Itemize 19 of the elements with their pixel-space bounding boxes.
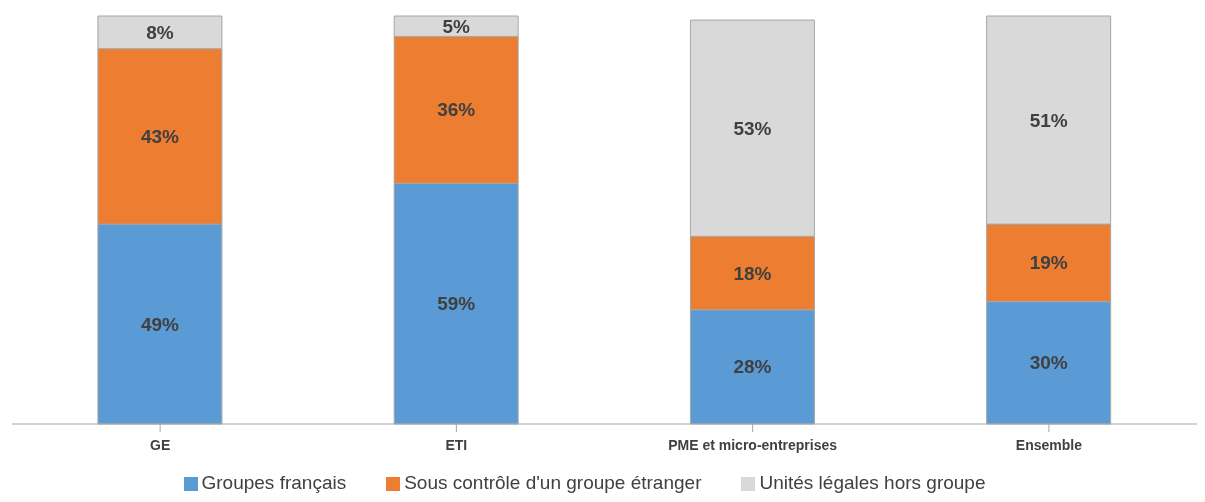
data-label: 59%: [437, 293, 476, 315]
data-label: 51%: [1029, 109, 1068, 131]
data-label: 53%: [733, 117, 772, 139]
data-label: 36%: [437, 99, 476, 121]
data-label: 8%: [146, 21, 174, 43]
legend-label: Groupes français: [201, 472, 347, 493]
x-tick-label: Ensemble: [1015, 436, 1083, 453]
data-label: 30%: [1029, 352, 1068, 374]
x-tick-label: ETI: [445, 436, 468, 453]
data-label: 43%: [140, 125, 180, 147]
x-tick-label: PME et micro-entreprises: [668, 436, 838, 453]
x-tick-label: GE: [150, 436, 171, 453]
data-label: 19%: [1029, 252, 1068, 274]
legend-label: Sous contrôle d'un groupe étranger: [404, 472, 702, 493]
data-label: 5%: [442, 15, 470, 37]
legend-label: Unités légales hors groupe: [759, 472, 986, 493]
data-label: 28%: [733, 356, 772, 378]
data-label: 18%: [733, 262, 772, 284]
data-label: 49%: [140, 313, 180, 335]
